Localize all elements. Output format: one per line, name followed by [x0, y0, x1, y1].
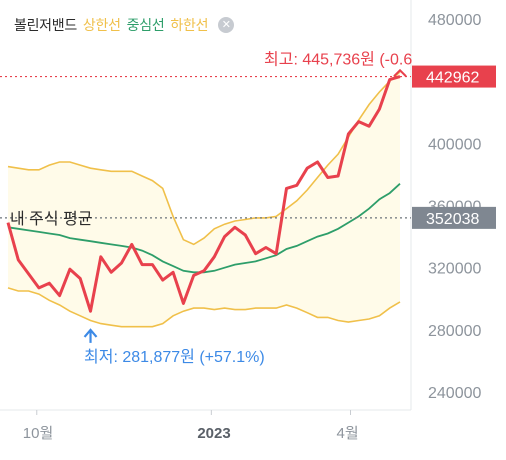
y-tick-label: 320000	[428, 261, 481, 278]
y-tick-label: 240000	[428, 385, 481, 402]
band-fill	[8, 71, 400, 327]
max-annotation: 최고: 445,736원 (-0.6	[264, 50, 412, 68]
indicator-legend: 볼린저밴드 상한선 중심선 하한선 ✕	[14, 13, 235, 37]
y-tick-label: 280000	[428, 323, 481, 340]
legend-middle-band: 중심선	[126, 17, 165, 33]
y-tick-label: 400000	[428, 136, 481, 153]
min-arrow-icon	[83, 328, 98, 343]
current-price-badge-text: 442962	[426, 70, 479, 87]
lower-band-line	[7, 287, 401, 328]
avg-price-label: 내 주식 평균	[10, 210, 93, 228]
x-tick-label: 2023	[197, 425, 230, 442]
max-arrow-icon	[393, 68, 407, 77]
x-tick-label: 4월	[336, 425, 358, 442]
y-tick-label: 480000	[428, 12, 481, 29]
upper-band-line	[7, 71, 401, 246]
close-icon[interactable]: ✕	[218, 17, 235, 33]
legend-lower-band: 하한선	[170, 17, 209, 33]
min-annotation: 최저: 281,877원 (+57.1%)	[84, 348, 265, 366]
avg-price-badge	[412, 206, 496, 229]
legend-upper-band: 상한선	[82, 17, 121, 33]
price-line	[6, 75, 401, 313]
legend-indicator-name: 볼린저밴드	[14, 17, 77, 33]
x-tick-label: 10월	[23, 425, 54, 442]
current-price-badge	[412, 65, 496, 88]
avg-price-badge-text: 352038	[426, 211, 479, 228]
